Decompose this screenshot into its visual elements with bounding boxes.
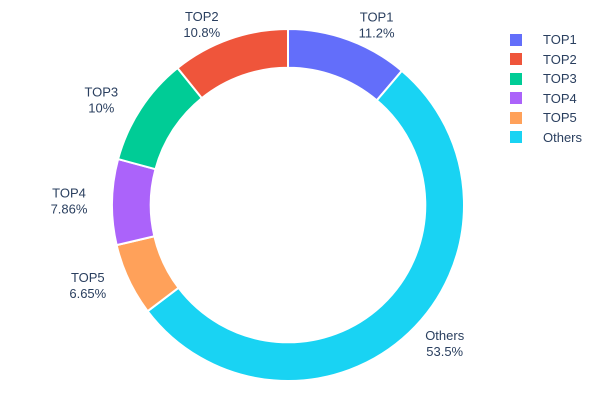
label-percent-top3: 10%	[88, 101, 114, 116]
legend-label-top3: TOP3	[543, 71, 577, 86]
label-top5: TOP5 6.65%	[69, 270, 106, 301]
label-name-top4: TOP4	[52, 186, 86, 201]
label-name-top5: TOP5	[71, 270, 105, 285]
legend-swatch-top3	[510, 72, 522, 85]
label-name-others: Others	[425, 328, 465, 343]
legend-item-top5[interactable]: TOP5	[510, 108, 582, 128]
label-name-top2: TOP2	[185, 9, 219, 24]
label-percent-top2: 10.8%	[183, 25, 220, 40]
slice-top2[interactable]	[176, 27, 289, 100]
label-name-top3: TOP3	[84, 85, 118, 100]
legend-label-top5: TOP5	[543, 110, 577, 125]
legend-item-top2[interactable]: TOP2	[510, 50, 582, 70]
legend-swatch-top2	[510, 53, 522, 66]
legend-label-others: Others	[543, 129, 583, 145]
label-top1: TOP1 11.2%	[359, 10, 395, 41]
legend-swatch-top5	[510, 111, 522, 124]
slice-others[interactable]	[146, 69, 465, 382]
legend-label-top1: TOP1	[543, 32, 577, 47]
label-percent-others: 53.5%	[426, 344, 463, 359]
label-top3: TOP3 10%	[84, 85, 118, 116]
legend-item-others[interactable]: Others	[510, 128, 582, 148]
label-percent-top5: 6.65%	[69, 286, 106, 301]
legend-swatch-top1	[510, 33, 522, 46]
legend: TOP1 TOP2 TOP3 TOP4 TOP5 Others	[510, 30, 582, 147]
legend-item-top3[interactable]: TOP3	[510, 69, 582, 89]
slice-top4[interactable]	[111, 157, 157, 247]
label-top2: TOP2 10.8%	[183, 9, 220, 40]
label-percent-top4: 7.86%	[51, 202, 88, 217]
label-others: Others 53.5%	[425, 328, 465, 359]
legend-label-top2: TOP2	[543, 51, 577, 67]
legend-swatch-others	[510, 131, 522, 144]
legend-item-top4[interactable]: TOP4	[510, 89, 582, 109]
label-top4: TOP4 7.86%	[51, 186, 88, 217]
legend-item-top1[interactable]: TOP1	[510, 30, 582, 50]
label-name-top1: TOP1	[360, 10, 394, 25]
legend-label-top4: TOP4	[543, 90, 577, 106]
label-percent-top1: 11.2%	[359, 26, 395, 41]
legend-swatch-top4	[510, 92, 522, 105]
